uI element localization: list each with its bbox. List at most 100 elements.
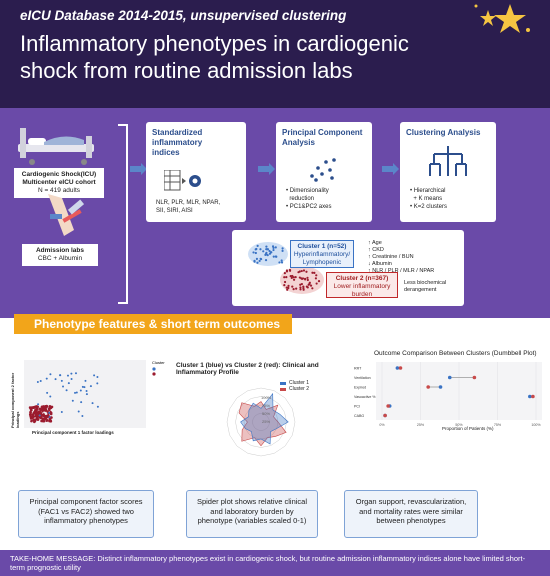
radar-ring-label: 50% [262, 411, 271, 416]
cohort-line3: N = 419 adults [37, 187, 81, 194]
dumbbell-card: Outcome Comparison Between Clusters (Dum… [352, 350, 546, 432]
cluster1-dot [254, 251, 257, 255]
scatter-point-c1 [96, 376, 99, 379]
dumbbell-point-c1 [395, 366, 400, 370]
labs-line1: Admission labs [35, 247, 85, 254]
cluster2-dot [295, 287, 298, 290]
bracket [118, 124, 128, 304]
note-outcomes: Organ support, revascularization, and mo… [344, 490, 478, 538]
cluster1-dot [280, 259, 283, 262]
radar-ring [235, 396, 287, 448]
cluster2-dot [300, 277, 304, 280]
cluster2-dot [317, 279, 321, 283]
scatter-point-c2 [48, 419, 52, 422]
cluster1-dot [278, 261, 281, 264]
radar-ring-label: 75% [262, 403, 271, 408]
scatter-point-c1 [49, 395, 52, 398]
cluster2-dot [298, 276, 301, 279]
cluster2-dot [300, 282, 304, 286]
cluster2-dot [298, 270, 301, 273]
scatter-point-c2 [30, 406, 34, 410]
labs-box: Admission labs CBC + Albumin [22, 244, 98, 266]
dumbbell-point-c1 [528, 394, 532, 399]
cluster1-dot [270, 251, 273, 254]
scatter-card: Cluster Principal component 1 factor loa… [8, 356, 168, 440]
cluster2-name: Cluster 2 (n=367) [335, 275, 389, 282]
dumbbell-x-tick: 50% [455, 423, 463, 427]
dumbbell-point-c1 [447, 375, 452, 380]
cluster1-dot [274, 246, 277, 249]
scatter-point-c2 [38, 410, 42, 413]
arrow-2 [258, 163, 275, 175]
cluster2-desc2: burden [351, 291, 373, 298]
labs-line2: CBC + Albumin [37, 255, 83, 262]
step-desc1: • Dimensionality [286, 188, 329, 194]
cluster2-note1: Less biochemical [404, 280, 447, 286]
radar-card: Cluster 1 (blue) vs Cluster 2 (red): Cli… [176, 358, 346, 468]
cluster2-dot [309, 284, 313, 287]
cluster2-dot [286, 288, 289, 291]
cluster2-dot [305, 270, 308, 273]
cluster1-dot [274, 255, 278, 258]
cluster2-dot [294, 276, 297, 279]
cluster2-dot [299, 286, 302, 289]
radar-ring-label: 100% [261, 395, 272, 400]
cluster2-dot [311, 287, 314, 290]
scatter-point-c1 [93, 374, 96, 377]
cluster2-dot [289, 274, 292, 278]
scatter-point-c1 [39, 380, 42, 383]
cluster1-dot [281, 249, 284, 252]
scatter-point-c1 [81, 414, 84, 417]
step-pca: Principal Component Analysis • Dimension… [276, 122, 372, 222]
step-desc3: • K=2 clusters [410, 204, 447, 210]
dumbbell-point-c1 [438, 385, 443, 389]
scatter-point-c2 [39, 408, 43, 411]
cluster1-dot [258, 259, 261, 263]
cluster2-desc1: Lower inflammatory [333, 283, 391, 290]
footer-text: TAKE-HOME MESSAGE: Distinct inflammatory… [10, 554, 526, 572]
scatter-point-c1 [81, 385, 84, 388]
scatter-point-c1 [49, 373, 52, 376]
cluster2-dot [315, 282, 318, 285]
scatter-point-c2 [49, 412, 53, 416]
cluster1-dot [268, 249, 271, 253]
dumbbell-chart: 0% 25% 50% 75% 100% RRT Ventilation Expired Vaso… [354, 362, 542, 427]
dumbbell-point-c2 [398, 366, 403, 370]
scatter-point-c1 [38, 414, 41, 417]
dumbbell-category-label: Vasoactive % [354, 395, 376, 399]
cluster1-dot [268, 252, 272, 255]
cluster2-dot [311, 271, 314, 274]
arrow-3 [382, 163, 399, 175]
scatter-legend-title: Cluster [152, 360, 165, 365]
cluster1-dot [272, 248, 275, 252]
scatter-point-c2 [42, 418, 45, 422]
scatter-point-c1 [89, 385, 92, 388]
scatter-point-c2 [42, 408, 45, 411]
scatter-point-c2 [36, 405, 40, 409]
radar-series-c2 [238, 401, 287, 447]
scatter-point-c1 [91, 402, 94, 405]
radar-series-c1 [240, 392, 289, 445]
cluster2-dot [283, 276, 286, 279]
cluster1-note: ↑ CKD [368, 247, 384, 253]
radar-legend-c2: Cluster 2 [289, 386, 310, 392]
scatter-point-c1 [66, 374, 69, 377]
take-home-footer: TAKE-HOME MESSAGE: Distinct inflammatory… [0, 550, 550, 576]
dumbbell-x-tick: 75% [494, 423, 502, 427]
radar-chart [226, 382, 296, 457]
scatter-point-c1 [96, 405, 99, 408]
cluster2-dot [283, 284, 286, 287]
dumbbell-point-c2 [386, 404, 390, 408]
scatter-point-c1 [80, 401, 83, 404]
scatter-point-c1 [45, 377, 48, 380]
dumbbell-category-label: PCI [354, 404, 360, 408]
note-spider: Spider plot shows relative clinical and … [186, 490, 318, 538]
scatter-point-c1 [54, 378, 57, 381]
cluster1-desc1: Hyperinflammatory/ [293, 251, 351, 258]
cluster1-note: ↑ NLR / PLR / MLR / NPAR [368, 268, 435, 274]
radar-legend-c2-swatch [280, 388, 286, 391]
cluster1-dot [272, 255, 275, 258]
scatter-point-c2 [44, 414, 48, 418]
step-desc2: reduction [286, 196, 315, 202]
cluster1-note: ↑ Creatinine / BUN [368, 254, 414, 260]
